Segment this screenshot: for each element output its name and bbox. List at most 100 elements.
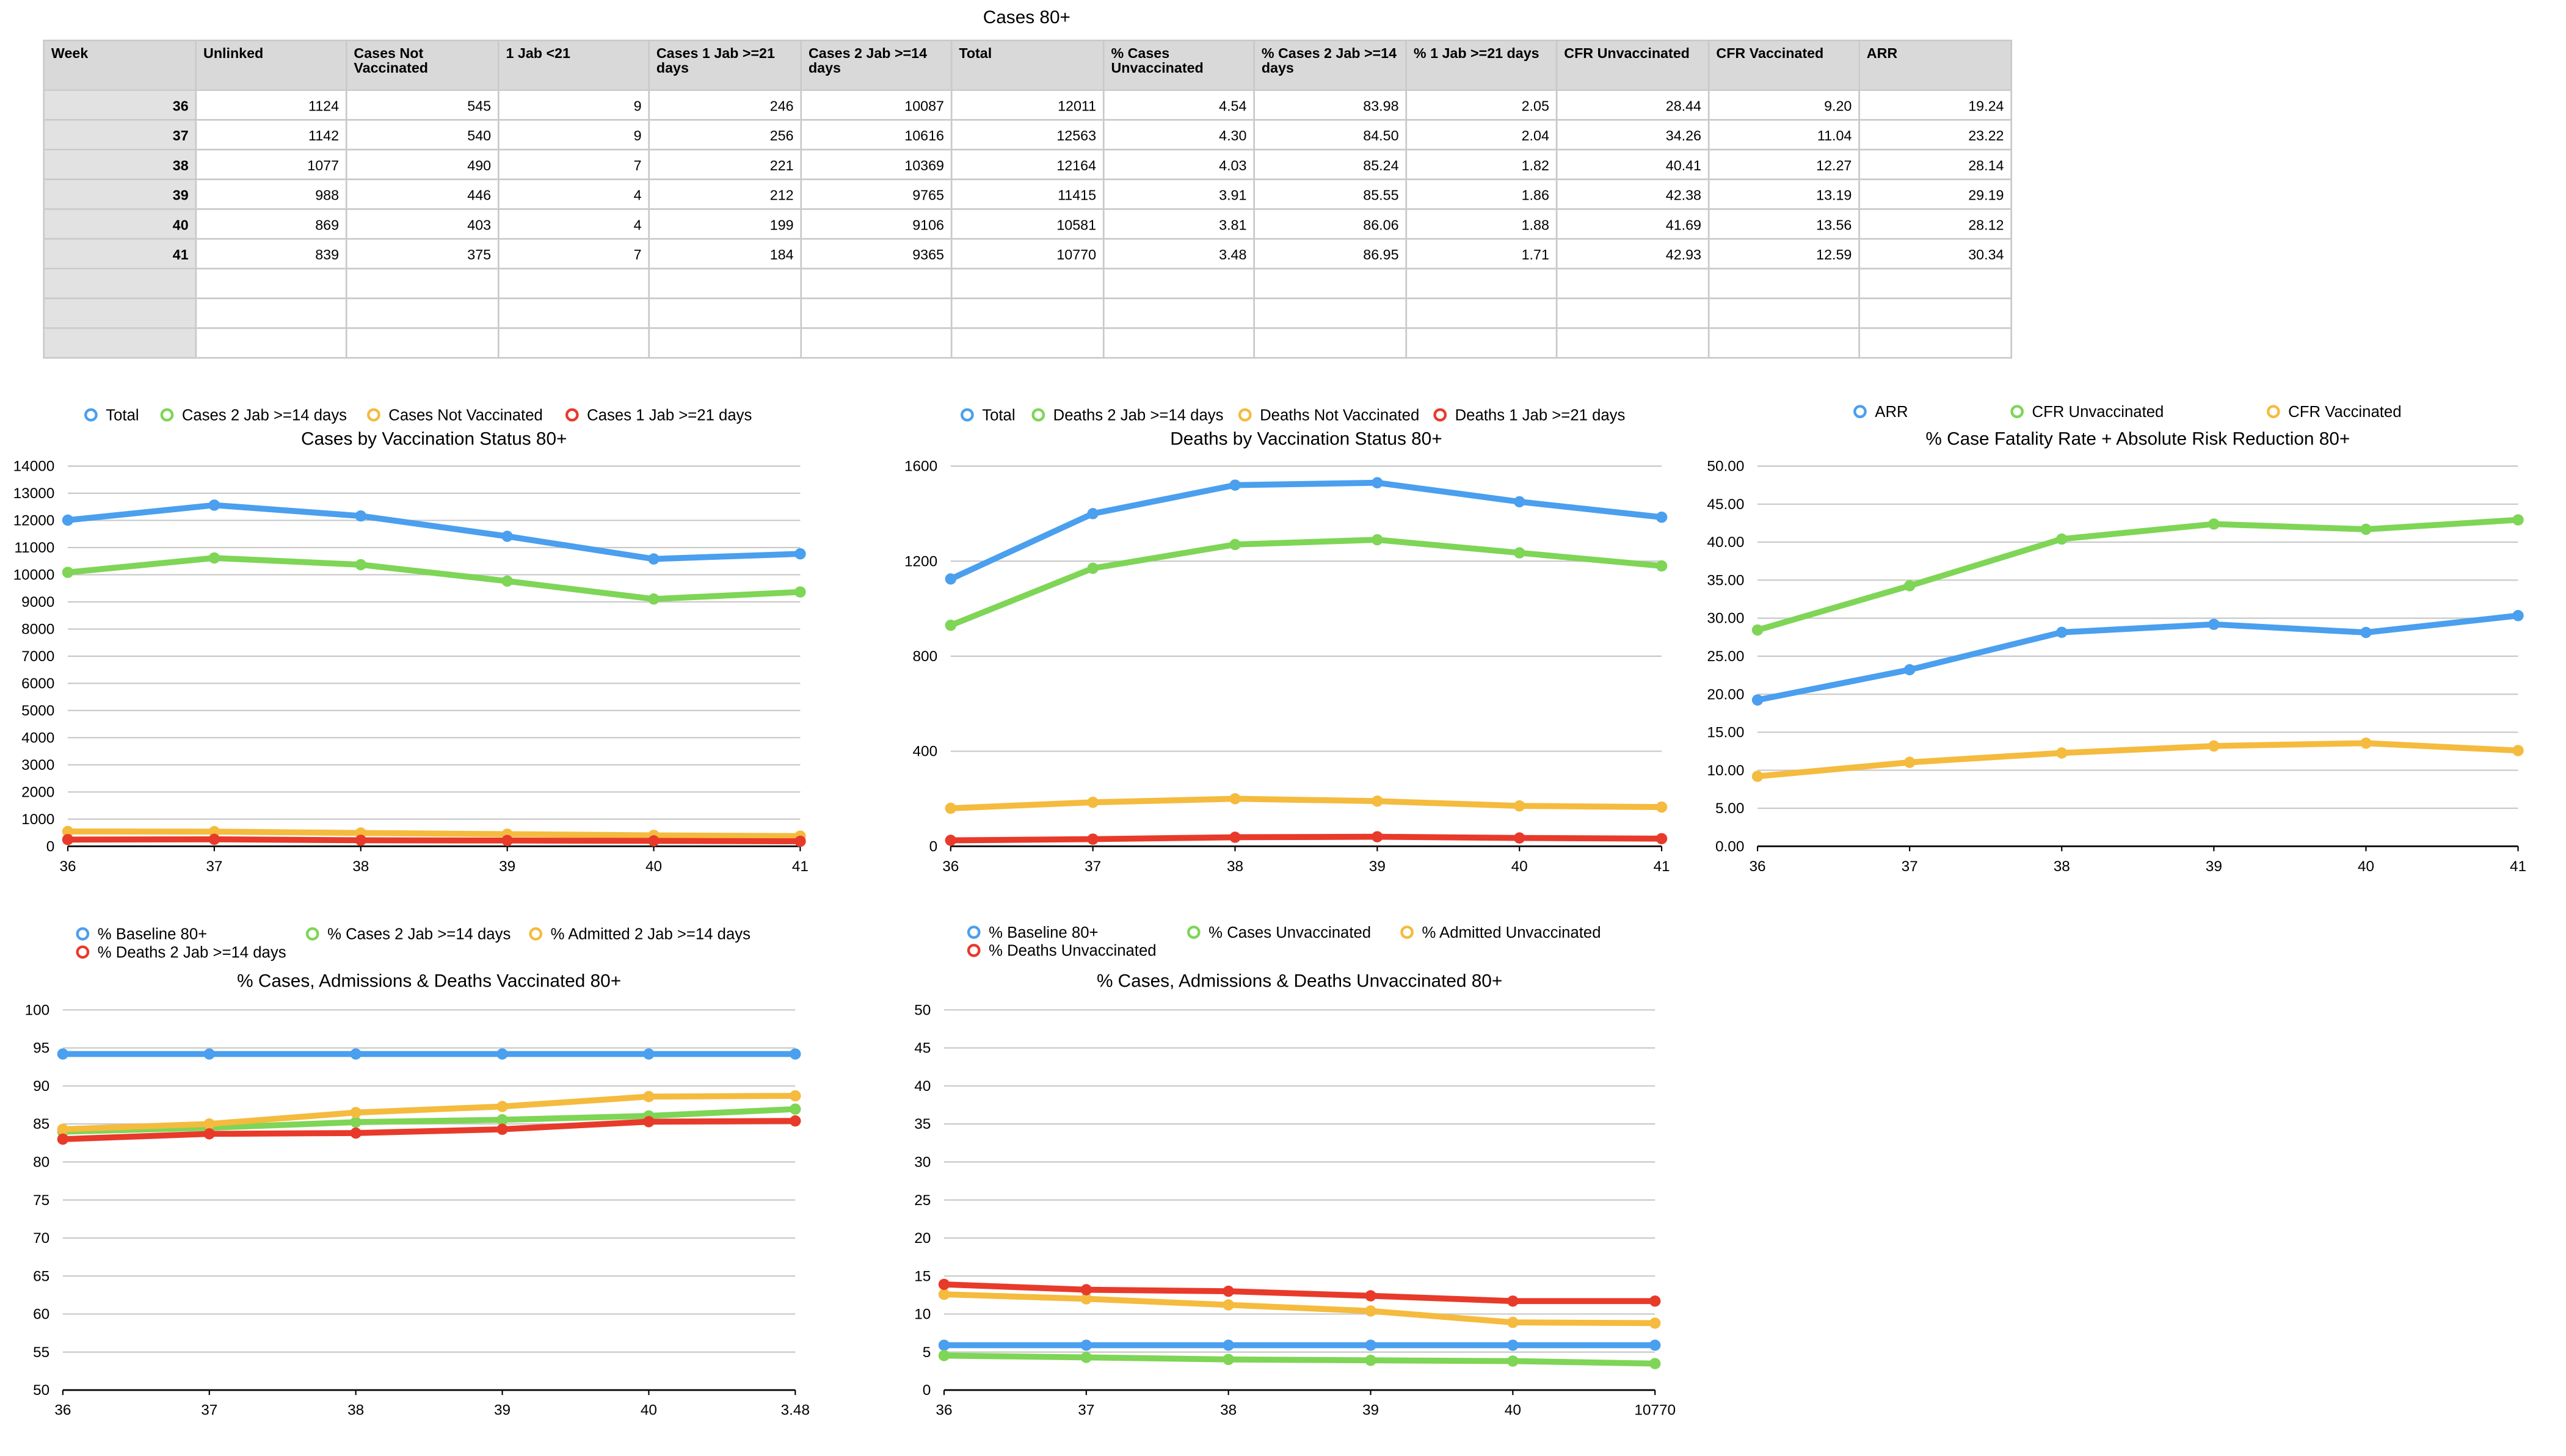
table-cell[interactable]: 4.03 <box>1102 148 1255 181</box>
row-header-cell[interactable]: 41 <box>43 237 197 270</box>
table-cell[interactable]: 12563 <box>950 118 1105 151</box>
table-cell[interactable] <box>1555 267 1710 300</box>
table-cell[interactable]: 10087 <box>800 89 953 121</box>
table-cell[interactable]: 13.19 <box>1707 178 1860 210</box>
table-cell[interactable] <box>1858 267 2013 300</box>
row-header-cell[interactable]: 36 <box>43 89 197 121</box>
table-cell[interactable]: 7 <box>497 237 650 270</box>
table-cell[interactable]: 490 <box>345 148 500 181</box>
table-cell[interactable]: 1077 <box>195 148 347 181</box>
table-cell[interactable] <box>195 297 347 329</box>
table-cell[interactable]: 86.95 <box>1253 237 1408 270</box>
table-cell[interactable]: 34.26 <box>1555 118 1710 151</box>
table-cell[interactable]: 83.98 <box>1253 89 1408 121</box>
table-cell[interactable] <box>195 327 347 359</box>
table-cell[interactable]: 1142 <box>195 118 347 151</box>
table-cell[interactable] <box>1405 297 1558 329</box>
table-cell[interactable]: 9365 <box>800 237 953 270</box>
table-cell[interactable] <box>1405 327 1558 359</box>
table-cell[interactable] <box>345 297 500 329</box>
table-cell[interactable]: 246 <box>648 89 802 121</box>
table-cell[interactable]: 28.14 <box>1858 148 2013 181</box>
table-cell[interactable]: 2.04 <box>1405 118 1558 151</box>
table-cell[interactable]: 988 <box>195 178 347 210</box>
table-cell[interactable] <box>648 327 802 359</box>
table-cell[interactable]: 9 <box>497 89 650 121</box>
table-cell[interactable]: 839 <box>195 237 347 270</box>
table-cell[interactable] <box>800 267 953 300</box>
table-cell[interactable]: 28.12 <box>1858 208 2013 240</box>
table-cell[interactable]: 40.41 <box>1555 148 1710 181</box>
table-cell[interactable]: 84.50 <box>1253 118 1408 151</box>
table-cell[interactable]: 10581 <box>950 208 1105 240</box>
table-cell[interactable]: 2.05 <box>1405 89 1558 121</box>
table-cell[interactable]: 256 <box>648 118 802 151</box>
table-cell[interactable]: 403 <box>345 208 500 240</box>
table-cell[interactable]: 41.69 <box>1555 208 1710 240</box>
table-cell[interactable]: 1.71 <box>1405 237 1558 270</box>
table-cell[interactable] <box>1707 297 1860 329</box>
table-cell[interactable]: 10770 <box>950 237 1105 270</box>
table-cell[interactable]: 446 <box>345 178 500 210</box>
table-cell[interactable]: 10369 <box>800 148 953 181</box>
table-cell[interactable]: 23.22 <box>1858 118 2013 151</box>
table-cell[interactable]: 9 <box>497 118 650 151</box>
table-cell[interactable] <box>345 327 500 359</box>
table-cell[interactable]: 10616 <box>800 118 953 151</box>
table-cell[interactable] <box>1405 267 1558 300</box>
row-header-cell[interactable] <box>43 327 197 359</box>
table-cell[interactable] <box>648 297 802 329</box>
table-cell[interactable]: 30.34 <box>1858 237 2013 270</box>
table-cell[interactable] <box>1555 327 1710 359</box>
table-cell[interactable]: 3.48 <box>1102 237 1255 270</box>
table-cell[interactable]: 86.06 <box>1253 208 1408 240</box>
table-cell[interactable]: 1.88 <box>1405 208 1558 240</box>
row-header-cell[interactable]: 40 <box>43 208 197 240</box>
table-cell[interactable]: 4.54 <box>1102 89 1255 121</box>
table-cell[interactable] <box>1555 297 1710 329</box>
table-cell[interactable] <box>1102 267 1255 300</box>
table-cell[interactable]: 12.59 <box>1707 237 1860 270</box>
table-cell[interactable] <box>950 267 1105 300</box>
table-cell[interactable]: 29.19 <box>1858 178 2013 210</box>
row-header-cell[interactable]: 38 <box>43 148 197 181</box>
table-cell[interactable]: 85.55 <box>1253 178 1408 210</box>
table-cell[interactable]: 13.56 <box>1707 208 1860 240</box>
table-cell[interactable]: 42.93 <box>1555 237 1710 270</box>
table-cell[interactable]: 4 <box>497 178 650 210</box>
table-cell[interactable] <box>1253 267 1408 300</box>
table-cell[interactable]: 212 <box>648 178 802 210</box>
table-cell[interactable] <box>195 267 347 300</box>
table-cell[interactable]: 11415 <box>950 178 1105 210</box>
table-cell[interactable]: 9765 <box>800 178 953 210</box>
table-cell[interactable] <box>950 297 1105 329</box>
table-cell[interactable]: 11.04 <box>1707 118 1860 151</box>
table-cell[interactable]: 42.38 <box>1555 178 1710 210</box>
row-header-cell[interactable]: 39 <box>43 178 197 210</box>
table-cell[interactable]: 545 <box>345 89 500 121</box>
table-cell[interactable]: 1.82 <box>1405 148 1558 181</box>
table-cell[interactable]: 869 <box>195 208 347 240</box>
table-cell[interactable] <box>950 327 1105 359</box>
table-cell[interactable]: 12.27 <box>1707 148 1860 181</box>
table-cell[interactable]: 375 <box>345 237 500 270</box>
table-cell[interactable] <box>497 297 650 329</box>
table-cell[interactable]: 12011 <box>950 89 1105 121</box>
row-header-cell[interactable] <box>43 267 197 300</box>
table-cell[interactable]: 4.30 <box>1102 118 1255 151</box>
table-cell[interactable]: 4 <box>497 208 650 240</box>
table-cell[interactable]: 12164 <box>950 148 1105 181</box>
table-cell[interactable] <box>1253 327 1408 359</box>
table-cell[interactable] <box>1707 267 1860 300</box>
table-cell[interactable] <box>1102 297 1255 329</box>
table-cell[interactable] <box>648 267 802 300</box>
table-cell[interactable]: 9106 <box>800 208 953 240</box>
table-cell[interactable]: 85.24 <box>1253 148 1408 181</box>
table-cell[interactable] <box>1707 327 1860 359</box>
table-cell[interactable]: 184 <box>648 237 802 270</box>
table-cell[interactable]: 7 <box>497 148 650 181</box>
row-header-cell[interactable] <box>43 297 197 329</box>
table-cell[interactable]: 540 <box>345 118 500 151</box>
table-cell[interactable]: 28.44 <box>1555 89 1710 121</box>
table-cell[interactable] <box>1102 327 1255 359</box>
